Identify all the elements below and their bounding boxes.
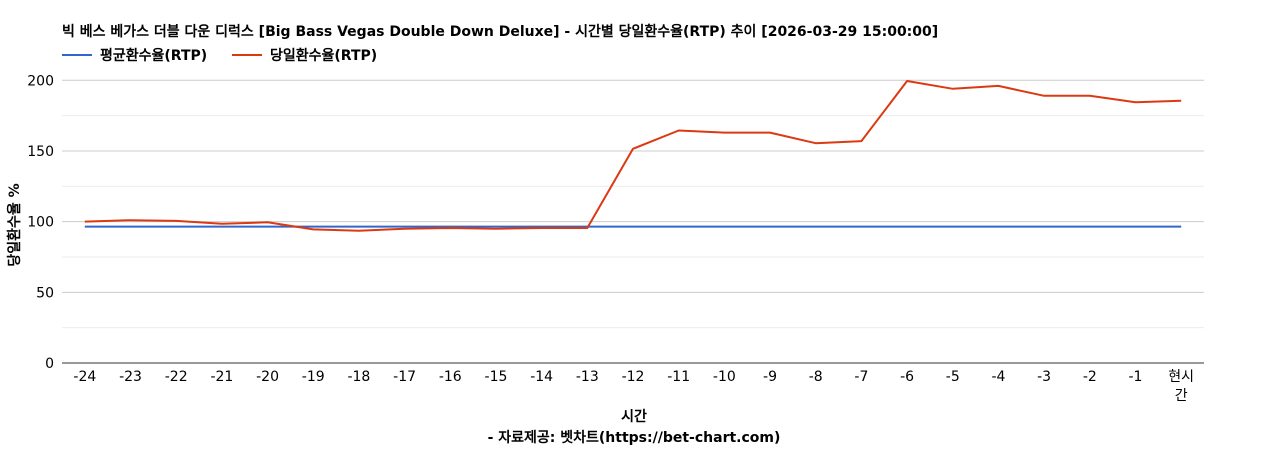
data-point-daily-rtp[interactable]	[904, 78, 910, 84]
data-point-daily-rtp[interactable]	[82, 219, 88, 225]
data-point-daily-rtp[interactable]	[858, 138, 864, 144]
data-point-daily-rtp[interactable]	[493, 226, 499, 232]
x-tick-label: -12	[622, 369, 645, 385]
y-tick-label: 100	[27, 215, 54, 231]
x-tick-label: -11	[667, 369, 690, 385]
x-tick-label: -15	[485, 369, 508, 385]
series-line-daily-rtp[interactable]	[85, 81, 1181, 231]
data-point-average-rtp[interactable]	[995, 224, 1001, 230]
x-axis-title: 시간	[621, 408, 647, 425]
x-tick-label: -23	[119, 369, 142, 385]
data-point-average-rtp[interactable]	[128, 224, 134, 230]
data-point-average-rtp[interactable]	[950, 224, 956, 230]
data-point-average-rtp[interactable]	[676, 224, 682, 230]
x-tick-label: -10	[713, 369, 736, 385]
y-axis-title: 당일환수율 %	[6, 183, 23, 266]
y-tick-label: 50	[36, 285, 54, 301]
legend[interactable]: 평균환수율(RTP) 당일환수율(RTP)	[62, 47, 377, 64]
gridlines	[62, 80, 1204, 327]
x-tick-label: -4	[991, 369, 1005, 385]
data-point-daily-rtp[interactable]	[539, 225, 545, 231]
legend-item-average-rtp[interactable]: 평균환수율(RTP)	[62, 47, 207, 64]
data-point-average-rtp[interactable]	[767, 224, 773, 230]
x-tick-label: -16	[439, 369, 462, 385]
data-point-daily-rtp[interactable]	[767, 130, 773, 136]
data-point-daily-rtp[interactable]	[676, 127, 682, 133]
data-point-average-rtp[interactable]	[1132, 224, 1138, 230]
x-tick-label: -9	[763, 369, 777, 385]
data-point-daily-rtp[interactable]	[356, 228, 362, 234]
x-tick-label: -18	[347, 369, 370, 385]
data-point-daily-rtp[interactable]	[1087, 93, 1093, 99]
legend-item-daily-rtp[interactable]: 당일환수율(RTP)	[232, 47, 377, 64]
x-tick-label: -13	[576, 369, 599, 385]
data-point-daily-rtp[interactable]	[128, 217, 134, 223]
legend-label-daily-rtp: 당일환수율(RTP)	[270, 47, 377, 64]
data-point-daily-rtp[interactable]	[219, 221, 225, 227]
x-tick-label: -22	[165, 369, 188, 385]
data-point-average-rtp[interactable]	[173, 224, 179, 230]
series-lines	[82, 78, 1184, 234]
data-point-average-rtp[interactable]	[630, 224, 636, 230]
data-point-daily-rtp[interactable]	[1132, 99, 1138, 105]
x-tick-label: -3	[1037, 369, 1051, 385]
x-tick-label: -5	[946, 369, 960, 385]
x-tick-label: -6	[900, 369, 914, 385]
data-point-average-rtp[interactable]	[904, 224, 910, 230]
data-point-daily-rtp[interactable]	[310, 226, 316, 232]
x-tick-label: 현시 간	[1168, 369, 1194, 404]
data-point-average-rtp[interactable]	[1178, 224, 1184, 230]
data-point-daily-rtp[interactable]	[1178, 98, 1184, 104]
data-point-average-rtp[interactable]	[813, 224, 819, 230]
data-source-credit: - 자료제공: 벳차트(https://bet-chart.com)	[488, 429, 781, 446]
x-tick-label: -19	[302, 369, 325, 385]
data-point-daily-rtp[interactable]	[721, 130, 727, 136]
data-point-daily-rtp[interactable]	[173, 218, 179, 224]
data-point-daily-rtp[interactable]	[447, 225, 453, 231]
x-tick-label: -21	[210, 369, 233, 385]
data-point-average-rtp[interactable]	[1087, 224, 1093, 230]
y-tick-label: 200	[27, 73, 54, 89]
x-tick-label: -17	[393, 369, 416, 385]
data-point-daily-rtp[interactable]	[1041, 93, 1047, 99]
x-tick-label: -1	[1128, 369, 1142, 385]
y-axis-ticks: 0 50 100 150 200	[27, 73, 54, 372]
chart-title: 빅 베스 베가스 더블 다운 디럭스 [Big Bass Vegas Doubl…	[62, 23, 938, 40]
data-point-daily-rtp[interactable]	[265, 219, 271, 225]
data-point-daily-rtp[interactable]	[630, 146, 636, 152]
data-point-average-rtp[interactable]	[1041, 224, 1047, 230]
data-point-daily-rtp[interactable]	[950, 86, 956, 92]
x-tick-label: -2	[1083, 369, 1097, 385]
y-tick-label: 0	[45, 356, 54, 372]
y-tick-label: 150	[27, 144, 54, 160]
x-axis-ticks: -24 -23 -22 -21 -20 -19 -18 -17 -16 -15 -14 -13 -12 -…	[73, 369, 1194, 404]
data-point-daily-rtp[interactable]	[584, 225, 590, 231]
data-point-daily-rtp[interactable]	[813, 140, 819, 146]
x-tick-label: -20	[256, 369, 279, 385]
x-tick-label: -8	[809, 369, 823, 385]
legend-label-average-rtp: 평균환수율(RTP)	[100, 47, 207, 64]
data-point-daily-rtp[interactable]	[995, 83, 1001, 89]
x-tick-label: -24	[73, 369, 96, 385]
data-point-average-rtp[interactable]	[721, 224, 727, 230]
data-point-daily-rtp[interactable]	[402, 226, 408, 232]
x-tick-label: -14	[530, 369, 553, 385]
x-tick-label: -7	[854, 369, 868, 385]
data-point-average-rtp[interactable]	[858, 224, 864, 230]
